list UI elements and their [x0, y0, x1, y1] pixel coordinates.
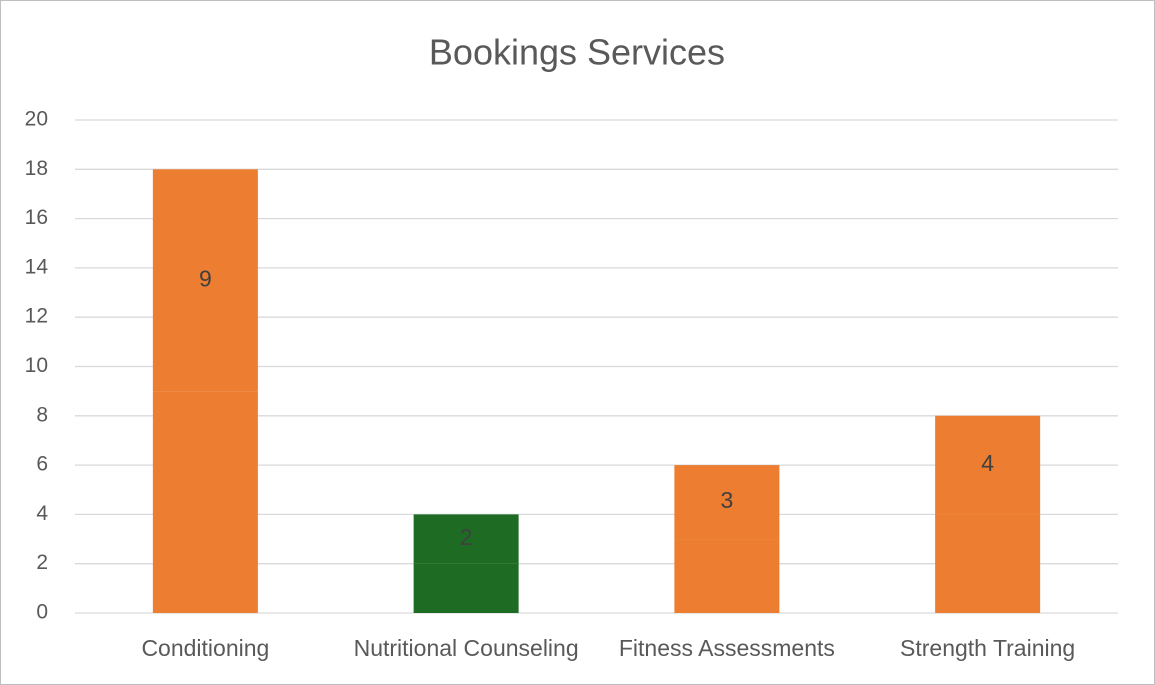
y-tick-label: 0	[36, 601, 48, 624]
bar-segment	[413, 514, 519, 564]
y-tick-label: 20	[25, 108, 48, 131]
y-tick-label: 10	[25, 354, 48, 377]
bar-segment	[674, 465, 780, 540]
chart-title: Bookings Services	[429, 32, 725, 73]
bar-segment	[152, 391, 258, 613]
bar-segment	[935, 415, 1041, 515]
y-tick-label: 16	[25, 206, 48, 229]
x-tick-label: Fitness Assessments	[619, 635, 835, 661]
y-tick-label: 4	[36, 502, 48, 525]
x-tick-label: Strength Training	[900, 635, 1075, 661]
data-label: 2	[460, 524, 473, 550]
bar-segment	[674, 539, 780, 613]
x-tick-label: Nutritional Counseling	[354, 635, 579, 661]
y-tick-label: 2	[36, 551, 48, 574]
y-tick-label: 8	[36, 403, 48, 426]
y-tick-label: 18	[25, 157, 48, 180]
data-label: 4	[981, 450, 994, 476]
y-tick-label: 14	[25, 255, 49, 278]
data-label: 3	[720, 487, 733, 513]
x-tick-label: Conditioning	[141, 635, 269, 661]
bar-segment	[152, 169, 258, 392]
y-tick-label: 12	[25, 305, 48, 328]
y-tick-label: 6	[36, 453, 48, 476]
bar-segment	[413, 563, 519, 613]
bar-segment	[935, 514, 1041, 613]
data-label: 9	[199, 265, 212, 291]
